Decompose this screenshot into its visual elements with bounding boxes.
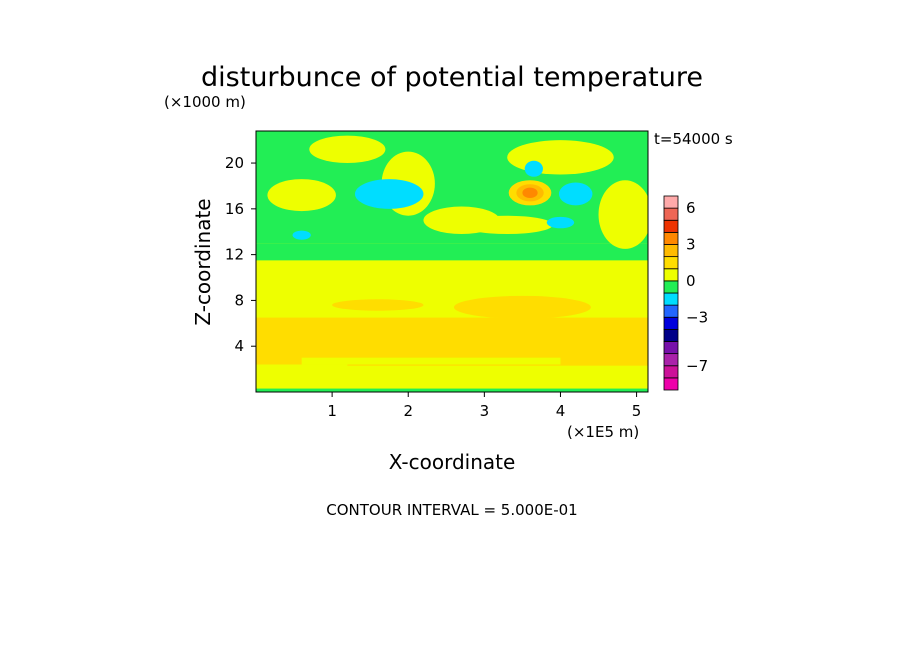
contour-band-5: [256, 388, 648, 392]
colorbar-swatch-15: [663, 195, 679, 209]
y-axis-label: Z-coordinate: [191, 198, 215, 325]
contour-blob-17: [524, 160, 543, 177]
x-axis-label: X-coordinate: [389, 450, 516, 474]
y-tick-label-4: 4: [234, 337, 244, 355]
colorbar-swatch-9: [663, 268, 679, 282]
y-tick-label-20: 20: [225, 154, 244, 172]
colorbar: 6 3 0 −3 −7: [663, 195, 708, 391]
x-tick-label-4: 4: [556, 402, 566, 420]
contour-blob-9: [267, 179, 336, 212]
y-tick-label-12: 12: [225, 246, 244, 264]
colorbar-swatch-4: [663, 328, 679, 342]
colorbar-label-4: −7: [686, 357, 708, 375]
contour-blob-11: [507, 140, 614, 175]
colorbar-swatch-2: [663, 353, 679, 367]
x-tick-label-3: 3: [480, 402, 490, 420]
colorbar-label-2: 0: [686, 272, 696, 290]
colorbar-swatch-5: [663, 316, 679, 330]
contour-blob-1: [453, 295, 591, 319]
x-tick-label-2: 2: [403, 402, 413, 420]
y-tick-label-16: 16: [225, 200, 244, 218]
colorbar-swatch-12: [663, 231, 679, 245]
colorbar-label-0: 6: [686, 199, 696, 217]
contour-blob-13: [461, 215, 553, 235]
colorbar-swatch-1: [663, 365, 679, 379]
colorbar-swatch-10: [663, 256, 679, 270]
contour-blob-14: [309, 135, 386, 164]
contour-band-7: [256, 243, 648, 261]
contour-blob-22: [522, 187, 538, 198]
contour-blob-15: [354, 179, 424, 209]
contour-blob-12: [598, 180, 648, 249]
contour-blob-16: [292, 230, 311, 240]
time-label: t=54000 s: [654, 130, 733, 148]
x-multiplier-label: (×1E5 m): [567, 423, 639, 441]
colorbar-label-3: −3: [686, 308, 708, 326]
colorbar-swatch-3: [663, 341, 679, 355]
colorbar-swatch-7: [663, 292, 679, 306]
y-tick-label-8: 8: [234, 291, 244, 309]
colorbar-swatch-11: [663, 244, 679, 258]
y-axis-ticks: 4 8 12 16 20: [225, 154, 256, 355]
colorbar-swatch-14: [663, 207, 679, 221]
contour-interval-note: CONTOUR INTERVAL = 5.000E-01: [326, 501, 577, 519]
plot-frame: [255, 130, 649, 393]
colorbar-swatch-8: [663, 280, 679, 294]
colorbar-swatch-0: [663, 377, 679, 391]
colorbar-swatch-13: [663, 219, 679, 233]
x-tick-label-1: 1: [327, 402, 337, 420]
contour-blob-2: [332, 299, 424, 311]
x-tick-label-5: 5: [632, 402, 642, 420]
contour-band-3: [301, 357, 561, 365]
chart-title: disturbunce of potential temperature: [201, 62, 703, 93]
y-multiplier-label: (×1000 m): [164, 93, 246, 111]
colorbar-label-1: 3: [686, 236, 696, 254]
contour-blob-19: [546, 216, 575, 229]
colorbar-swatch-6: [663, 304, 679, 318]
contour-band-4: [256, 364, 348, 372]
contour-field: [256, 131, 648, 392]
x-axis-ticks: 1 2 3 4 5: [327, 392, 641, 420]
contour-blob-18: [558, 182, 593, 206]
